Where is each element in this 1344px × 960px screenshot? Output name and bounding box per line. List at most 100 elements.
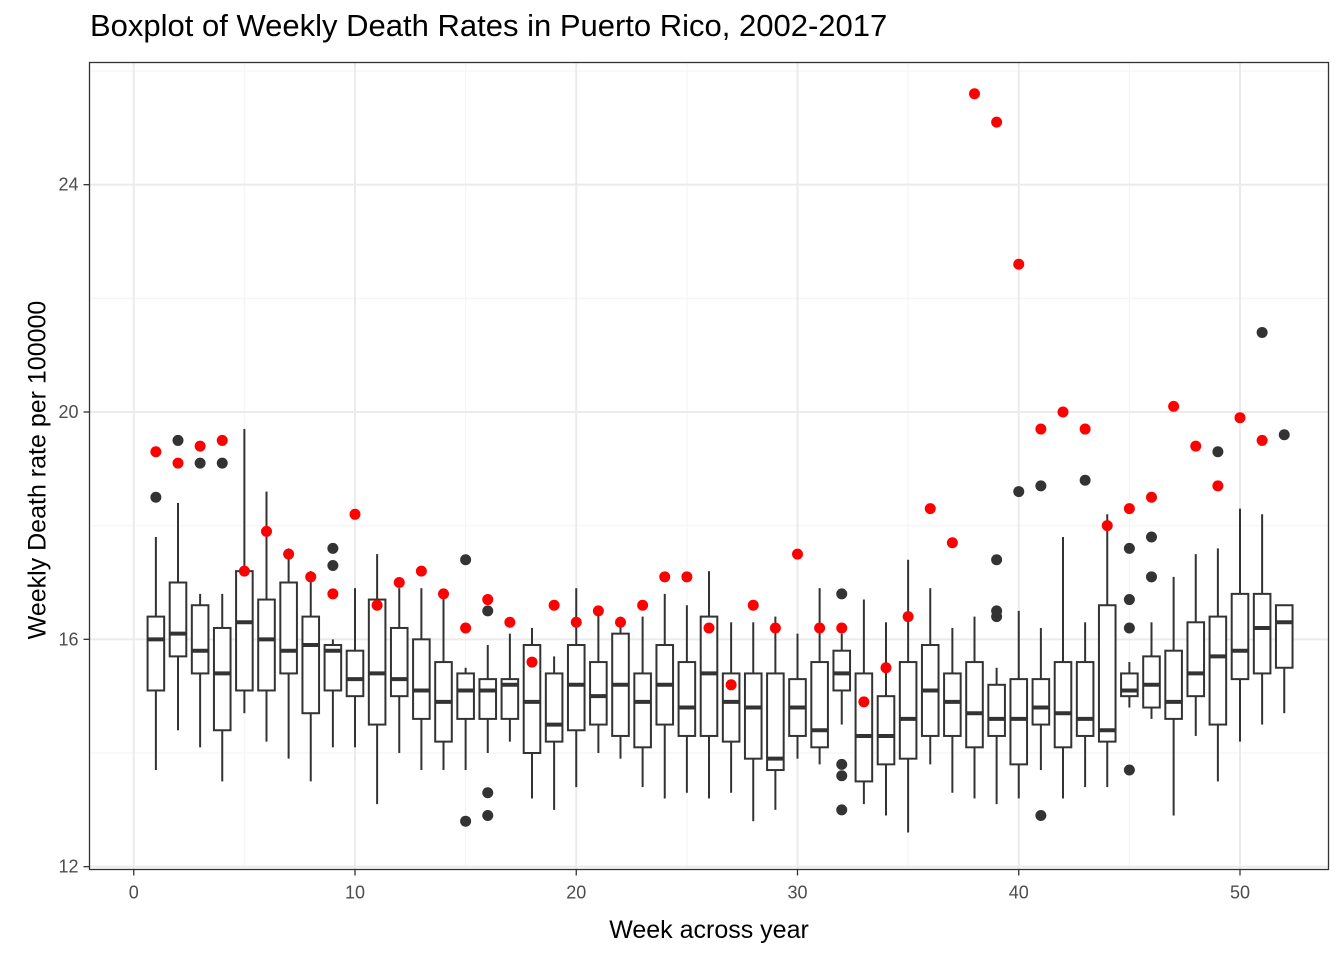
highlight-point [526, 656, 538, 668]
x-tick-label: 0 [129, 883, 139, 903]
outlier-point [836, 770, 848, 782]
outlier-point [1013, 486, 1025, 498]
box-body [1120, 672, 1139, 698]
highlight-point [1057, 406, 1069, 418]
outlier-point [1256, 326, 1268, 338]
highlight-point [1256, 434, 1268, 446]
box-body [987, 683, 1006, 737]
highlight-point [858, 696, 870, 708]
box-body [699, 615, 719, 737]
outlier-point [460, 554, 472, 566]
outlier-point [194, 457, 206, 469]
highlight-points-layer [150, 88, 1268, 708]
box-body [279, 581, 298, 675]
highlight-point [504, 616, 516, 628]
box-body [898, 661, 918, 760]
outlier-point [1123, 764, 1135, 776]
box-body [743, 672, 763, 760]
highlight-point [327, 588, 339, 600]
outlier-point [1278, 429, 1290, 441]
box-body [1142, 655, 1161, 709]
box-body [677, 661, 697, 737]
highlight-point [1168, 400, 1180, 412]
highlight-point [283, 548, 295, 560]
highlight-point [1079, 423, 1091, 435]
box-body [633, 672, 652, 749]
x-tick-label: 30 [787, 883, 807, 903]
box-body [1097, 604, 1117, 743]
box-body [1230, 592, 1250, 681]
highlight-point [438, 588, 449, 600]
highlight-point [769, 622, 781, 634]
outlier-point [327, 559, 339, 571]
outliers-layer [150, 326, 1290, 827]
outlier-point [836, 804, 848, 816]
highlight-point [1234, 412, 1246, 424]
highlight-point [681, 571, 693, 583]
box-body [190, 604, 210, 675]
highlight-point [703, 622, 715, 634]
highlight-point [150, 446, 162, 458]
x-axis-label: Week across year [609, 916, 809, 944]
box-body [1075, 661, 1095, 737]
highlight-point [1190, 440, 1202, 452]
highlight-point [172, 457, 184, 469]
outlier-point [216, 457, 228, 469]
highlight-point [371, 599, 383, 611]
box-body [522, 644, 542, 754]
y-tick-label: 12 [58, 857, 78, 877]
x-tick-label: 50 [1230, 883, 1250, 903]
y-tick-label: 24 [58, 175, 78, 195]
box-body [965, 661, 984, 749]
highlight-point [261, 525, 272, 537]
box-body [1208, 615, 1228, 726]
outlier-point [172, 434, 184, 446]
outlier-point [150, 491, 162, 503]
outlier-point [836, 758, 848, 770]
outlier-point [991, 605, 1003, 617]
box-body [1009, 678, 1029, 766]
highlight-point [725, 679, 737, 691]
box-body [854, 672, 874, 783]
box-body [766, 672, 785, 772]
box-body [301, 615, 321, 715]
box-body [1053, 661, 1073, 749]
highlight-point [570, 616, 582, 628]
box-body [1252, 592, 1272, 675]
box-body [146, 615, 166, 692]
box-body [589, 661, 608, 726]
box-body [456, 672, 475, 720]
highlight-point [393, 577, 405, 589]
box-body [500, 678, 520, 720]
highlight-point [349, 508, 361, 520]
highlight-point [615, 616, 626, 628]
outlier-point [1035, 480, 1047, 492]
highlight-point [991, 116, 1003, 128]
outlier-point [1079, 474, 1091, 486]
highlight-point [637, 599, 649, 611]
highlight-point [415, 565, 427, 577]
outlier-point [1035, 810, 1047, 822]
outlier-point [991, 554, 1003, 566]
box-body [478, 678, 498, 720]
box-body [412, 638, 431, 720]
highlight-point [238, 565, 250, 577]
box-body [1274, 604, 1294, 669]
highlight-point [747, 599, 759, 611]
box-body [389, 626, 409, 698]
outlier-point [836, 588, 848, 600]
y-tick-label: 16 [58, 629, 78, 649]
chart-title: Boxplot of Weekly Death Rates in Puerto … [90, 8, 888, 43]
box-body [168, 581, 188, 658]
box-body [832, 649, 852, 692]
x-tick-label: 20 [566, 883, 586, 903]
highlight-point [1101, 520, 1113, 532]
box-body [323, 644, 343, 692]
outlier-point [1123, 622, 1135, 634]
highlight-point [592, 605, 604, 617]
highlight-point [1035, 423, 1047, 435]
outlier-point [1212, 446, 1224, 458]
outlier-point [1123, 594, 1135, 606]
axes-layer: 0 10 20 30 40 50 12 16 20 24 [58, 175, 1250, 903]
